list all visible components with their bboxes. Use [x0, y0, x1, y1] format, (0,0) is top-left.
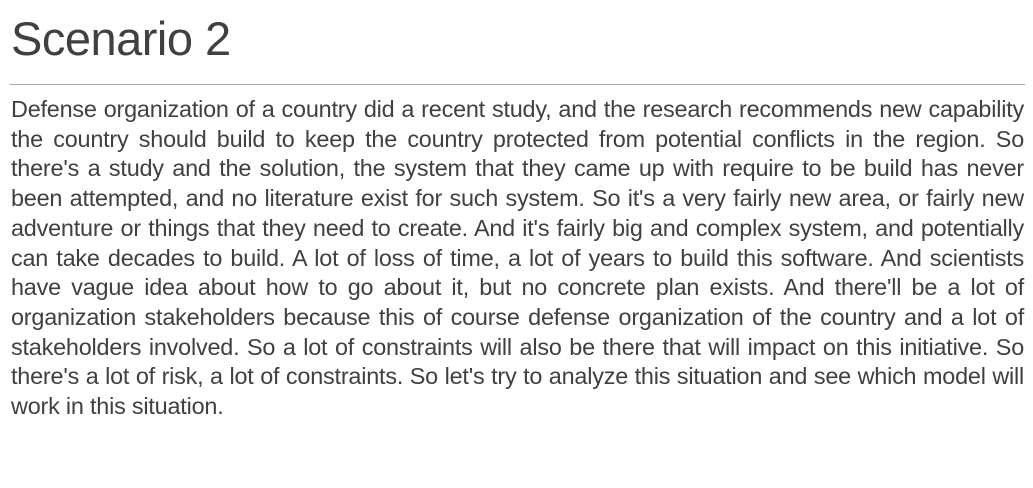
title-divider — [10, 84, 1025, 85]
slide-title: Scenario 2 — [11, 12, 231, 65]
slide-body-text: Defense organization of a country did a … — [11, 96, 1024, 420]
